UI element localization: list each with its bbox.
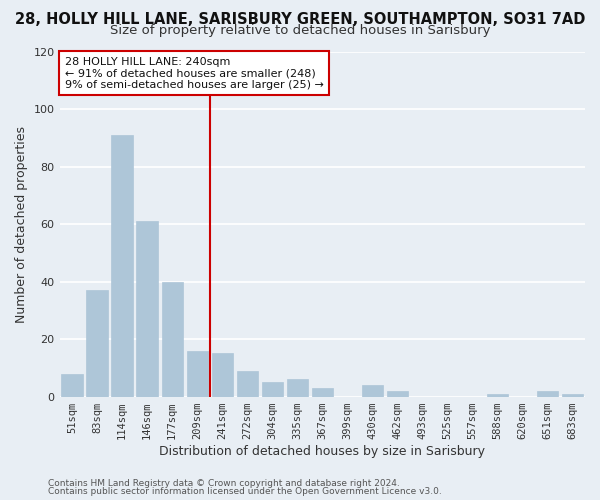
Text: 28 HOLLY HILL LANE: 240sqm
← 91% of detached houses are smaller (248)
9% of semi: 28 HOLLY HILL LANE: 240sqm ← 91% of deta… xyxy=(65,56,323,90)
Text: Contains public sector information licensed under the Open Government Licence v3: Contains public sector information licen… xyxy=(48,487,442,496)
Bar xyxy=(487,394,508,396)
Bar xyxy=(212,354,233,397)
Y-axis label: Number of detached properties: Number of detached properties xyxy=(15,126,28,322)
Bar xyxy=(112,135,133,396)
Bar xyxy=(562,394,583,396)
Text: Contains HM Land Registry data © Crown copyright and database right 2024.: Contains HM Land Registry data © Crown c… xyxy=(48,478,400,488)
Bar xyxy=(236,370,258,396)
Bar xyxy=(311,388,333,396)
Bar xyxy=(136,221,158,396)
Text: 28, HOLLY HILL LANE, SARISBURY GREEN, SOUTHAMPTON, SO31 7AD: 28, HOLLY HILL LANE, SARISBURY GREEN, SO… xyxy=(15,12,585,28)
Bar xyxy=(61,374,83,396)
Bar xyxy=(537,391,558,396)
Text: Size of property relative to detached houses in Sarisbury: Size of property relative to detached ho… xyxy=(110,24,490,37)
Bar xyxy=(262,382,283,396)
Bar xyxy=(287,380,308,396)
Bar xyxy=(86,290,108,397)
X-axis label: Distribution of detached houses by size in Sarisbury: Distribution of detached houses by size … xyxy=(159,444,485,458)
Bar xyxy=(161,282,183,397)
Bar xyxy=(362,385,383,396)
Bar xyxy=(187,350,208,397)
Bar xyxy=(387,391,408,396)
